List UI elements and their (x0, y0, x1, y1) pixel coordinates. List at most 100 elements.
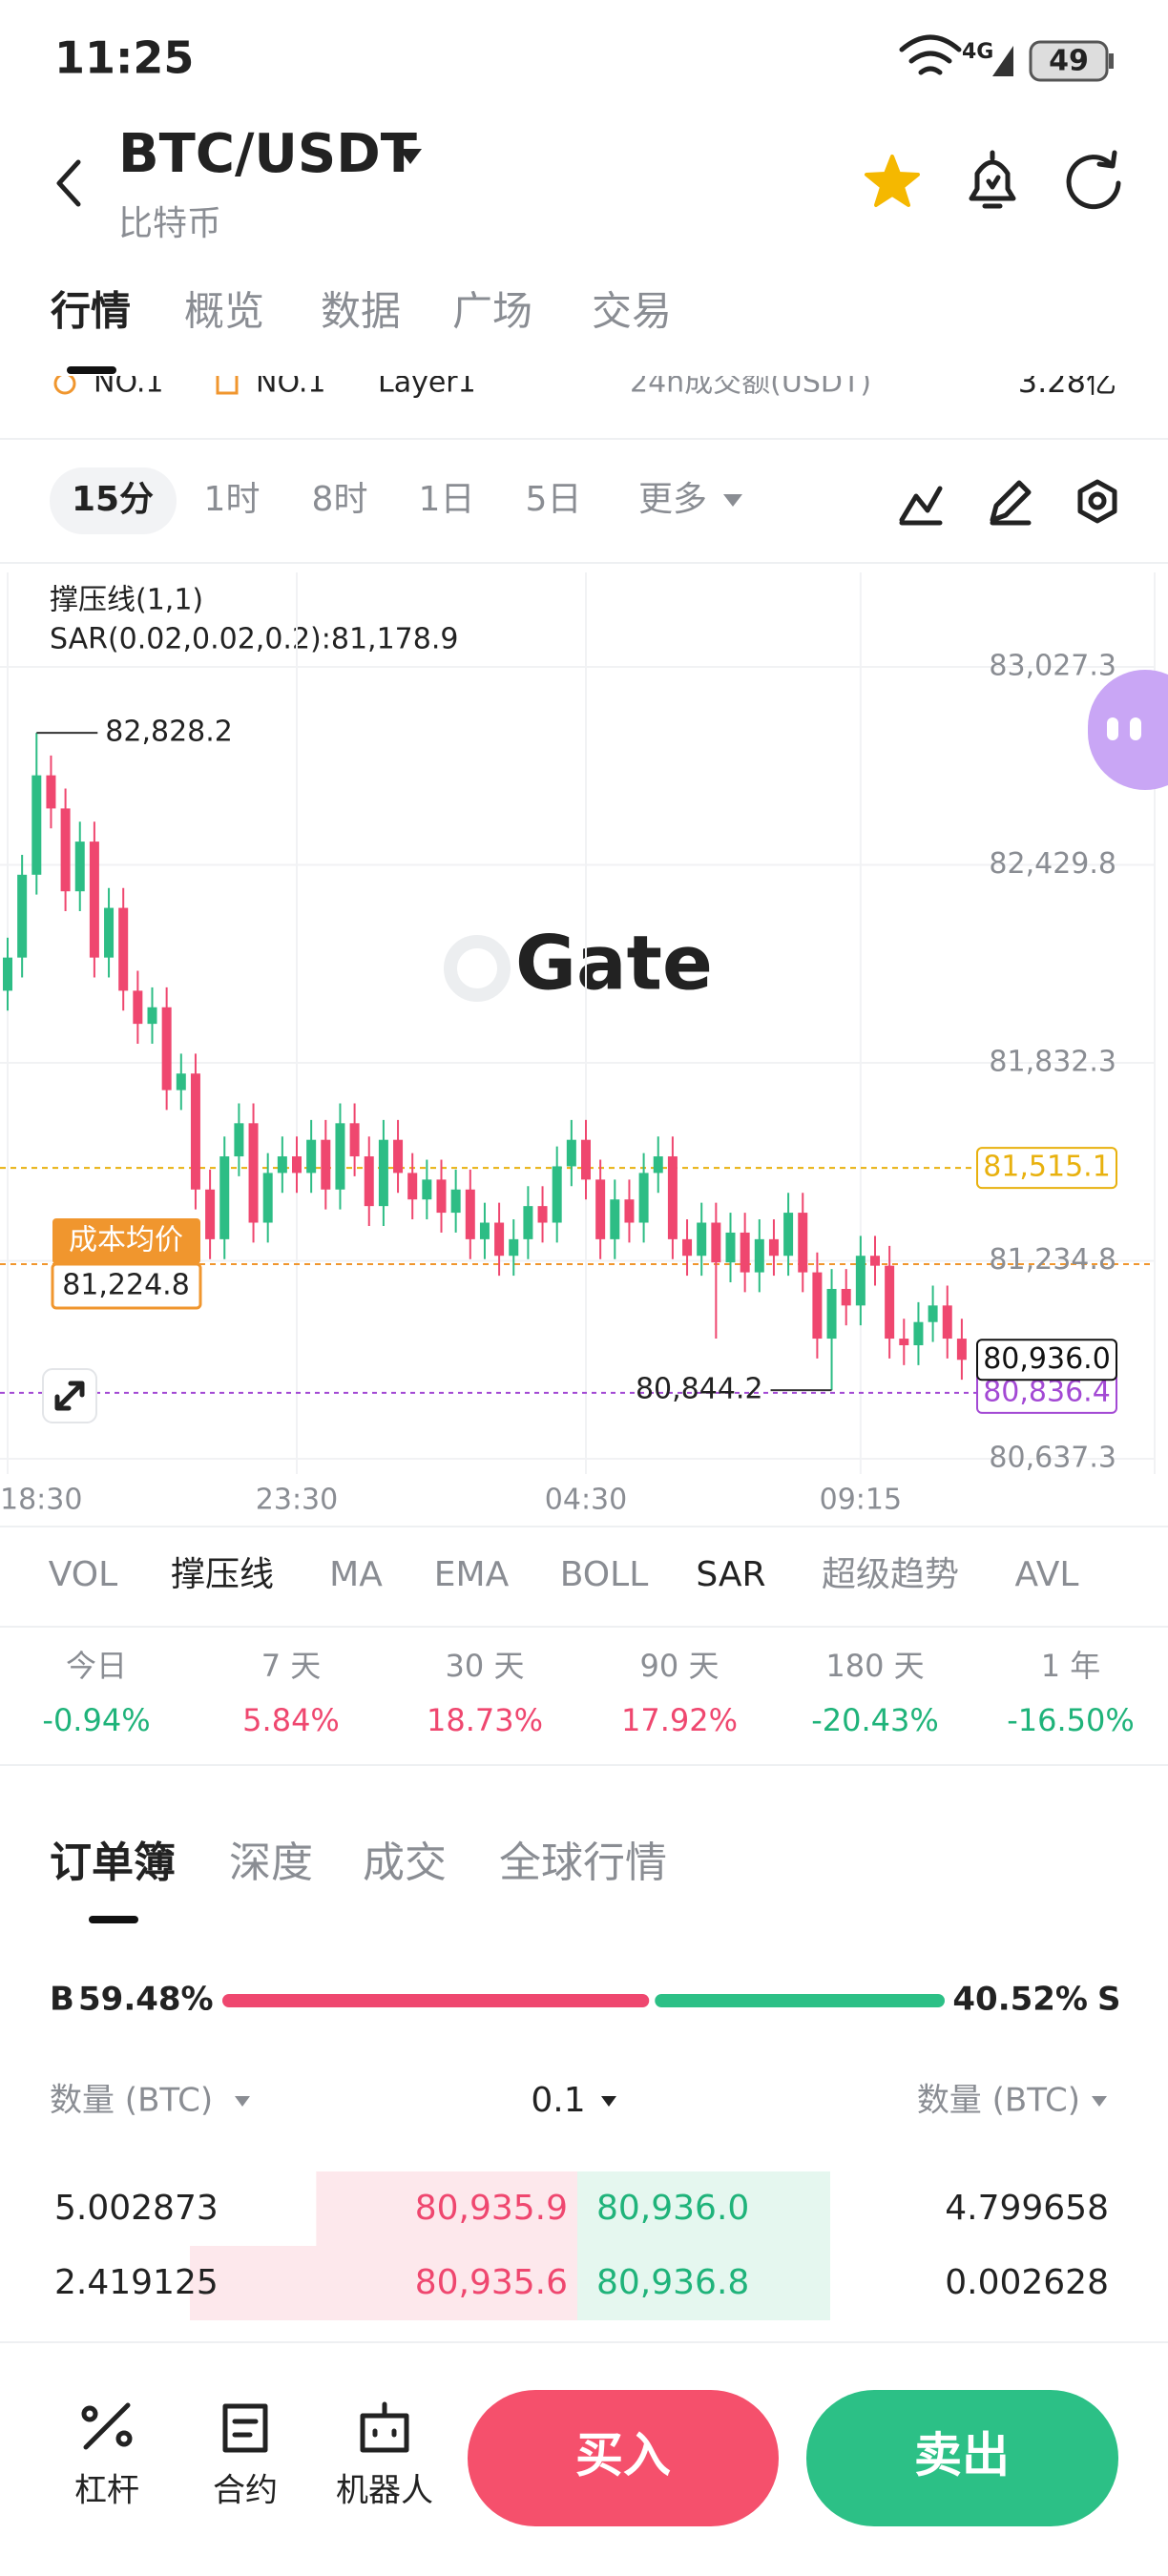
period-change: 17.92% (621, 1702, 738, 1738)
orderbook-tab[interactable]: 订单簿 (50, 1839, 176, 1887)
interval-tab[interactable]: 1日 (419, 480, 475, 519)
orderbook-tab[interactable]: 深度 (229, 1839, 313, 1887)
indicator-tab[interactable]: BOLL (560, 1555, 649, 1594)
candle-body (306, 1139, 317, 1174)
indicator-tab[interactable]: EMA (434, 1555, 510, 1594)
sell-button-label[interactable]: 卖出 (914, 2428, 1010, 2483)
cost-average-title-box (52, 1217, 200, 1264)
favorite-star[interactable] (865, 155, 920, 207)
performance-row: 今日 -0.94% 7 天 5.84% 30 天 18.73% 90 天 17.92% 180 … (42, 1648, 1134, 1738)
candle-body (523, 1206, 533, 1239)
main-tab[interactable]: 概览 (184, 288, 264, 335)
precision-select[interactable]: 0.1 (531, 2081, 585, 2120)
buy-button[interactable] (468, 2390, 779, 2526)
period-change: -16.50% (1007, 1702, 1135, 1738)
main-tab[interactable]: 数据 (321, 288, 401, 335)
buy-ratio-bar (222, 1994, 650, 2007)
indicator-tab[interactable]: MA (329, 1555, 383, 1594)
interval-tab[interactable]: 1时 (204, 480, 261, 519)
expand-icon (54, 1381, 85, 1411)
candle-body (638, 1173, 649, 1223)
indicator-tab[interactable]: 超级趋势 (822, 1555, 959, 1594)
candle-body (697, 1222, 707, 1257)
candle-body (89, 841, 99, 958)
candle-body (826, 1288, 837, 1340)
nav-item[interactable]: 杠杆 (74, 2472, 139, 2510)
candle-body (682, 1238, 693, 1257)
assistant-eye (1107, 717, 1118, 740)
period-label: 180 天 (825, 1648, 924, 1684)
candle-body (46, 775, 56, 809)
assistant-bubble[interactable] (1088, 670, 1168, 790)
candle-body (956, 1339, 967, 1361)
candle-body (335, 1123, 345, 1190)
pair-title[interactable]: BTC/USDT (118, 123, 417, 185)
candle-body (653, 1156, 663, 1174)
draw-icon[interactable] (990, 480, 1032, 526)
info-tag: NO.1 (94, 366, 163, 400)
candle-body (768, 1238, 779, 1257)
watermark-logo (444, 935, 511, 1002)
sell-ratio-bar (655, 1994, 945, 2007)
indicator-tab[interactable]: 撑压线 (171, 1555, 274, 1594)
nav-item[interactable]: 合约 (213, 2472, 278, 2510)
back-button[interactable] (56, 159, 81, 207)
info-label: 24h成交额(USDT) (630, 366, 871, 400)
candle-body (262, 1173, 273, 1223)
indicator-tab[interactable]: AVL (1014, 1555, 1078, 1594)
interval-tab[interactable]: 5日 (526, 480, 582, 519)
header-dropdown[interactable] (1092, 2096, 1107, 2107)
main-tab[interactable]: 行情 (51, 288, 131, 335)
candle-body (190, 1073, 200, 1190)
more-dropdown[interactable] (723, 494, 742, 507)
period-change: 18.73% (427, 1702, 543, 1738)
column-header: 数量 (BTC) (50, 2082, 213, 2120)
robot-icon (360, 2401, 409, 2453)
x-tick-label: 04:30 (545, 1484, 627, 1517)
wifi-icon (899, 34, 962, 75)
candle-body (349, 1123, 360, 1157)
candle-body (147, 1007, 157, 1025)
y-tick-label: 80,637.3 (989, 1442, 1116, 1475)
battery (1029, 40, 1109, 82)
indicator-tab[interactable]: VOL (49, 1555, 117, 1594)
interval-tab[interactable]: 15分 (72, 480, 154, 519)
rank-icon (216, 376, 239, 395)
status-time: 11:25 (54, 32, 194, 84)
x-tick-label: 09:15 (820, 1484, 902, 1517)
buy-button-label[interactable]: 买入 (575, 2428, 671, 2483)
nav-item[interactable]: 机器人 (336, 2472, 433, 2510)
precision-dropdown[interactable] (601, 2096, 616, 2107)
candle-body (913, 1321, 924, 1346)
candle-body (581, 1139, 591, 1180)
candle-body (292, 1156, 302, 1174)
sell-button[interactable] (806, 2390, 1118, 2526)
orderbook-tab[interactable]: 成交 (363, 1839, 447, 1887)
ask-price: 80,936.0 (596, 2189, 749, 2228)
column-header: 数量 (BTC) (917, 2082, 1080, 2120)
interval-tab[interactable]: 更多 (638, 480, 707, 519)
header-dropdown[interactable] (235, 2096, 250, 2107)
settings-icon[interactable] (1077, 479, 1117, 524)
candle-body (321, 1139, 331, 1190)
candle-body (855, 1256, 866, 1306)
indicator-icon[interactable] (899, 486, 943, 526)
orderbook-tab[interactable]: 全球行情 (499, 1839, 667, 1887)
refresh-button[interactable] (1066, 150, 1121, 210)
candle-body (31, 775, 42, 875)
pair-dropdown[interactable] (399, 149, 422, 164)
interval-tab[interactable]: 8时 (312, 480, 368, 519)
candle-body (667, 1156, 678, 1239)
candle-body (219, 1156, 230, 1239)
alert-bell[interactable] (969, 150, 1016, 209)
cost-average-label: 81,224.8 (62, 1268, 190, 1301)
main-tab[interactable]: 广场 (452, 288, 532, 335)
candle-body (3, 957, 12, 991)
max-label: 82,828.2 (105, 716, 233, 749)
main-tab[interactable]: 交易 (592, 288, 672, 335)
indicator-tab[interactable]: SAR (696, 1555, 765, 1594)
buy-ratio: 59.48% (78, 1981, 214, 2019)
sell-side-label: S (1097, 1981, 1121, 2019)
candle-body (711, 1222, 721, 1263)
